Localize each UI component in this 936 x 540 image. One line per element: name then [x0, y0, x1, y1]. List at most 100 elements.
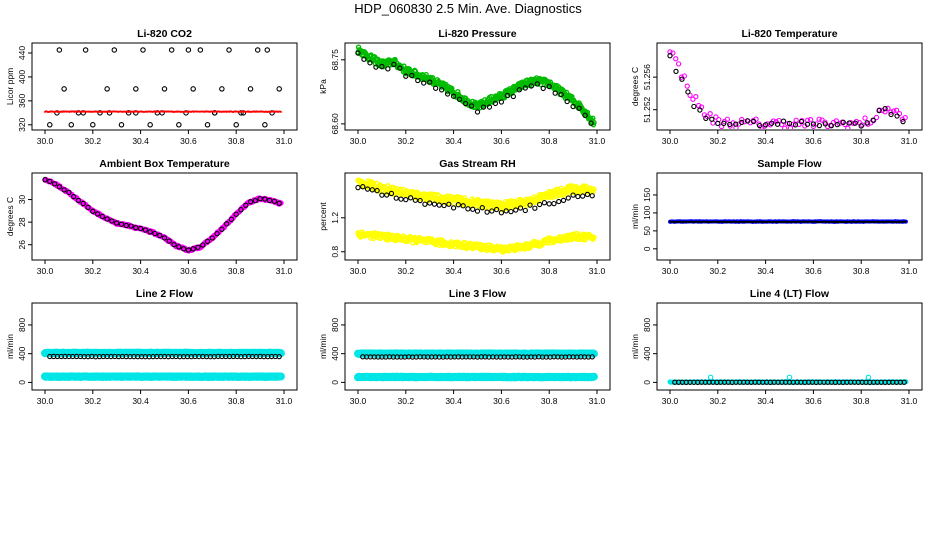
data-point: [516, 87, 522, 93]
data-point: [540, 85, 546, 92]
data-point: [51, 181, 58, 187]
x-tick-label: 30.2: [85, 396, 102, 406]
x-tick-label: 31.0: [589, 396, 606, 406]
x-tick-label: 30.4: [757, 136, 774, 146]
data-point: [166, 238, 172, 244]
series-mean: [44, 110, 282, 113]
x-tick-label: 30.2: [710, 136, 727, 146]
data-point: [56, 47, 63, 53]
data-point: [421, 80, 427, 86]
data-point: [446, 201, 452, 207]
plot-frame: [31, 42, 298, 131]
x-tick-label: 30.0: [350, 266, 367, 276]
data-point: [681, 73, 687, 79]
y-tick-label: 68.60: [330, 113, 340, 135]
y-axis-label: kPa: [318, 79, 328, 94]
x-tick-label: 30.6: [180, 266, 197, 276]
data-point: [391, 61, 397, 68]
data-layer: [667, 49, 908, 129]
data-point: [679, 76, 685, 82]
data-point: [684, 83, 690, 89]
x-tick-label: 31.0: [276, 396, 293, 406]
data-point: [147, 229, 153, 235]
data-point: [534, 81, 540, 87]
data-point: [104, 216, 110, 222]
chart-title: Line 2 Flow: [136, 288, 194, 300]
data-point: [444, 91, 451, 97]
data-point: [276, 200, 282, 206]
data-point: [114, 220, 120, 226]
data-layer: [355, 44, 597, 128]
data-layer: [354, 349, 598, 382]
data-point: [864, 120, 870, 126]
data-point: [219, 86, 225, 92]
data-point: [840, 119, 846, 125]
chart-panel: Li-820 CO2 30.0 30.2 30.4 30.6 30.8 31.0 320 360…: [5, 28, 298, 146]
data-point: [667, 53, 673, 59]
data-layer: [42, 176, 284, 254]
series-avg: [42, 177, 282, 253]
x-tick-label: 30.0: [662, 396, 679, 406]
y-tick-label: 0: [642, 380, 652, 385]
data-point: [546, 201, 552, 207]
series-fast-low: [41, 372, 285, 381]
data-point: [190, 246, 196, 252]
data-point: [834, 121, 840, 128]
data-point: [384, 192, 390, 198]
x-tick-label: 30.4: [132, 266, 149, 276]
data-point: [462, 100, 469, 107]
data-point: [168, 47, 175, 53]
data-point: [431, 201, 438, 207]
data-point: [536, 201, 543, 208]
data-point: [161, 86, 168, 92]
data-point: [556, 198, 562, 205]
data-point: [90, 122, 96, 128]
data-point: [385, 66, 391, 72]
data-point: [228, 216, 235, 222]
data-point: [409, 72, 415, 79]
data-point: [882, 109, 888, 115]
data-point: [893, 107, 900, 113]
data-point: [355, 50, 361, 56]
y-axis-label: Licor ppm: [5, 68, 15, 105]
data-point: [828, 123, 834, 129]
chart-title: Ambient Box Temperature: [99, 158, 230, 170]
y-tick-label: 51.256: [642, 64, 652, 90]
x-tick-label: 30.2: [398, 136, 415, 146]
data-point: [570, 192, 576, 198]
data-point: [703, 115, 709, 121]
series-avg: [47, 353, 282, 360]
y-tick-label: 26: [17, 240, 27, 250]
data-point: [859, 122, 865, 128]
data-point: [233, 211, 239, 217]
x-tick-label: 30.4: [132, 396, 149, 406]
x-tick-label: 30.0: [37, 136, 54, 146]
series-avg: [360, 354, 595, 360]
data-point: [768, 120, 775, 126]
data-point: [388, 190, 395, 197]
data-point: [200, 242, 206, 248]
x-tick-label: 30.6: [805, 136, 822, 146]
series-fast: [42, 176, 284, 254]
data-point: [42, 177, 48, 183]
y-tick-label: 30: [17, 195, 27, 205]
data-point: [498, 99, 505, 105]
data-point: [508, 208, 514, 215]
data-point: [580, 193, 586, 199]
x-tick-label: 30.2: [710, 266, 727, 276]
data-point: [589, 354, 595, 360]
data-point: [262, 196, 268, 202]
x-tick-label: 31.0: [589, 266, 606, 276]
y-tick-label: 400: [17, 346, 27, 360]
data-point: [786, 120, 793, 127]
x-tick-label: 30.8: [853, 396, 870, 406]
data-point: [468, 103, 475, 109]
data-point: [171, 242, 177, 248]
data-point: [582, 112, 588, 118]
plot-frame: [31, 302, 298, 391]
data-point: [397, 65, 403, 71]
x-tick-label: 30.4: [445, 396, 462, 406]
data-layer: [41, 348, 285, 381]
y-tick-label: 100: [642, 206, 652, 220]
x-tick-label: 30.8: [541, 136, 558, 146]
